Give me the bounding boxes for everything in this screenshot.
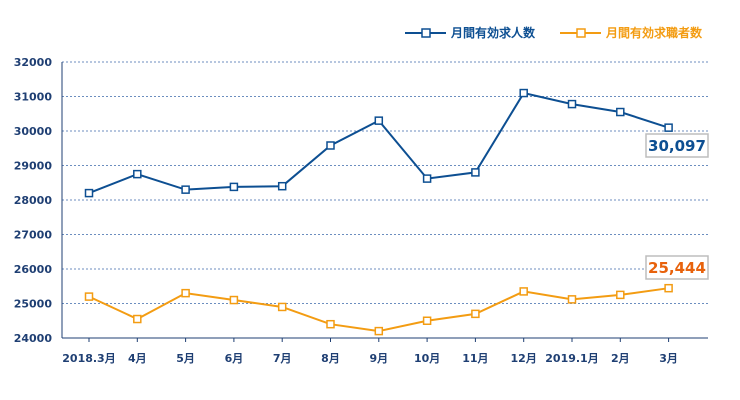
data-point — [84, 188, 94, 198]
data-point — [374, 326, 384, 336]
data-point — [664, 123, 673, 132]
data-point — [422, 174, 432, 183]
x-tick-label: 10月 — [414, 352, 440, 365]
x-tick-label: 2019.1月 — [545, 352, 598, 365]
data-point — [422, 316, 432, 325]
legend-swatch-marker — [421, 28, 431, 38]
x-tick-label: 4月 — [128, 352, 147, 365]
x-tick-label: 7月 — [273, 352, 292, 365]
callout-value: 25,444 — [648, 259, 706, 277]
legend-label: 月間有効求人数 — [450, 25, 536, 40]
data-point — [229, 182, 239, 192]
y-tick-label: 32000 — [14, 56, 53, 69]
data-point — [471, 309, 480, 319]
axes — [61, 62, 708, 339]
y-tick-label: 28000 — [14, 194, 53, 207]
data-point — [326, 319, 335, 329]
data-point — [133, 169, 142, 179]
legend-label: 月間有効求職者数 — [605, 25, 703, 40]
x-tick-label: 6月 — [225, 352, 244, 365]
x-tick-label: 2月 — [611, 352, 630, 365]
legend-swatch-marker — [576, 28, 586, 38]
data-point — [277, 181, 287, 191]
x-tick-label: 3月 — [659, 352, 678, 365]
series-line — [88, 287, 669, 333]
y-tick-label: 27000 — [14, 229, 53, 242]
gridlines — [62, 61, 708, 304]
y-tick-label: 31000 — [14, 91, 53, 104]
legend-item-seekers: 月間有効求職者数 — [560, 25, 703, 40]
x-tick-label: 8月 — [321, 352, 340, 365]
series — [84, 88, 673, 336]
data-point — [471, 168, 480, 177]
data-point — [519, 287, 528, 296]
y-tick-label: 25000 — [14, 298, 53, 311]
data-point — [616, 107, 625, 117]
x-tick-label: 5月 — [176, 352, 195, 365]
callout-seekers: 25,444 — [645, 255, 709, 280]
series-0 — [84, 88, 673, 198]
y-tick-labels: 32000 31000 30000 29000 28000 27000 26000 25000… — [14, 56, 53, 345]
data-point — [133, 314, 142, 324]
x-tick-label: 11月 — [462, 352, 488, 365]
callout-value: 30,097 — [648, 137, 706, 155]
data-point — [664, 283, 673, 293]
data-point — [616, 290, 625, 300]
data-point — [229, 295, 239, 305]
data-point — [181, 185, 190, 194]
data-point — [326, 141, 335, 150]
data-point — [567, 99, 577, 109]
data-point — [84, 292, 94, 301]
series-line — [88, 91, 669, 195]
data-point — [181, 288, 190, 298]
x-tick-labels: 2018.3月 4月 5月 6月 7月 8月 9月 10月 11月 12月 2019.1月 2月 3月 — [62, 338, 678, 365]
callout-offers: 30,097 — [645, 133, 709, 158]
y-tick-label: 26000 — [14, 263, 53, 276]
y-tick-label: 24000 — [14, 332, 53, 345]
y-tick-label: 29000 — [14, 160, 53, 173]
data-point — [567, 295, 577, 304]
callout-box — [645, 133, 709, 158]
y-tick-label: 30000 — [14, 125, 53, 138]
data-point — [374, 116, 384, 125]
legend: 月間有効求人数 月間有効求職者数 — [405, 25, 703, 40]
legend-item-offers: 月間有効求人数 — [405, 25, 536, 40]
x-tick-label: 9月 — [369, 352, 388, 365]
data-point — [277, 302, 287, 312]
data-point — [519, 88, 528, 98]
x-tick-label: 12月 — [511, 352, 537, 365]
series-1 — [84, 283, 673, 336]
callout-box — [645, 255, 709, 280]
x-tick-label: 2018.3月 — [62, 352, 115, 365]
